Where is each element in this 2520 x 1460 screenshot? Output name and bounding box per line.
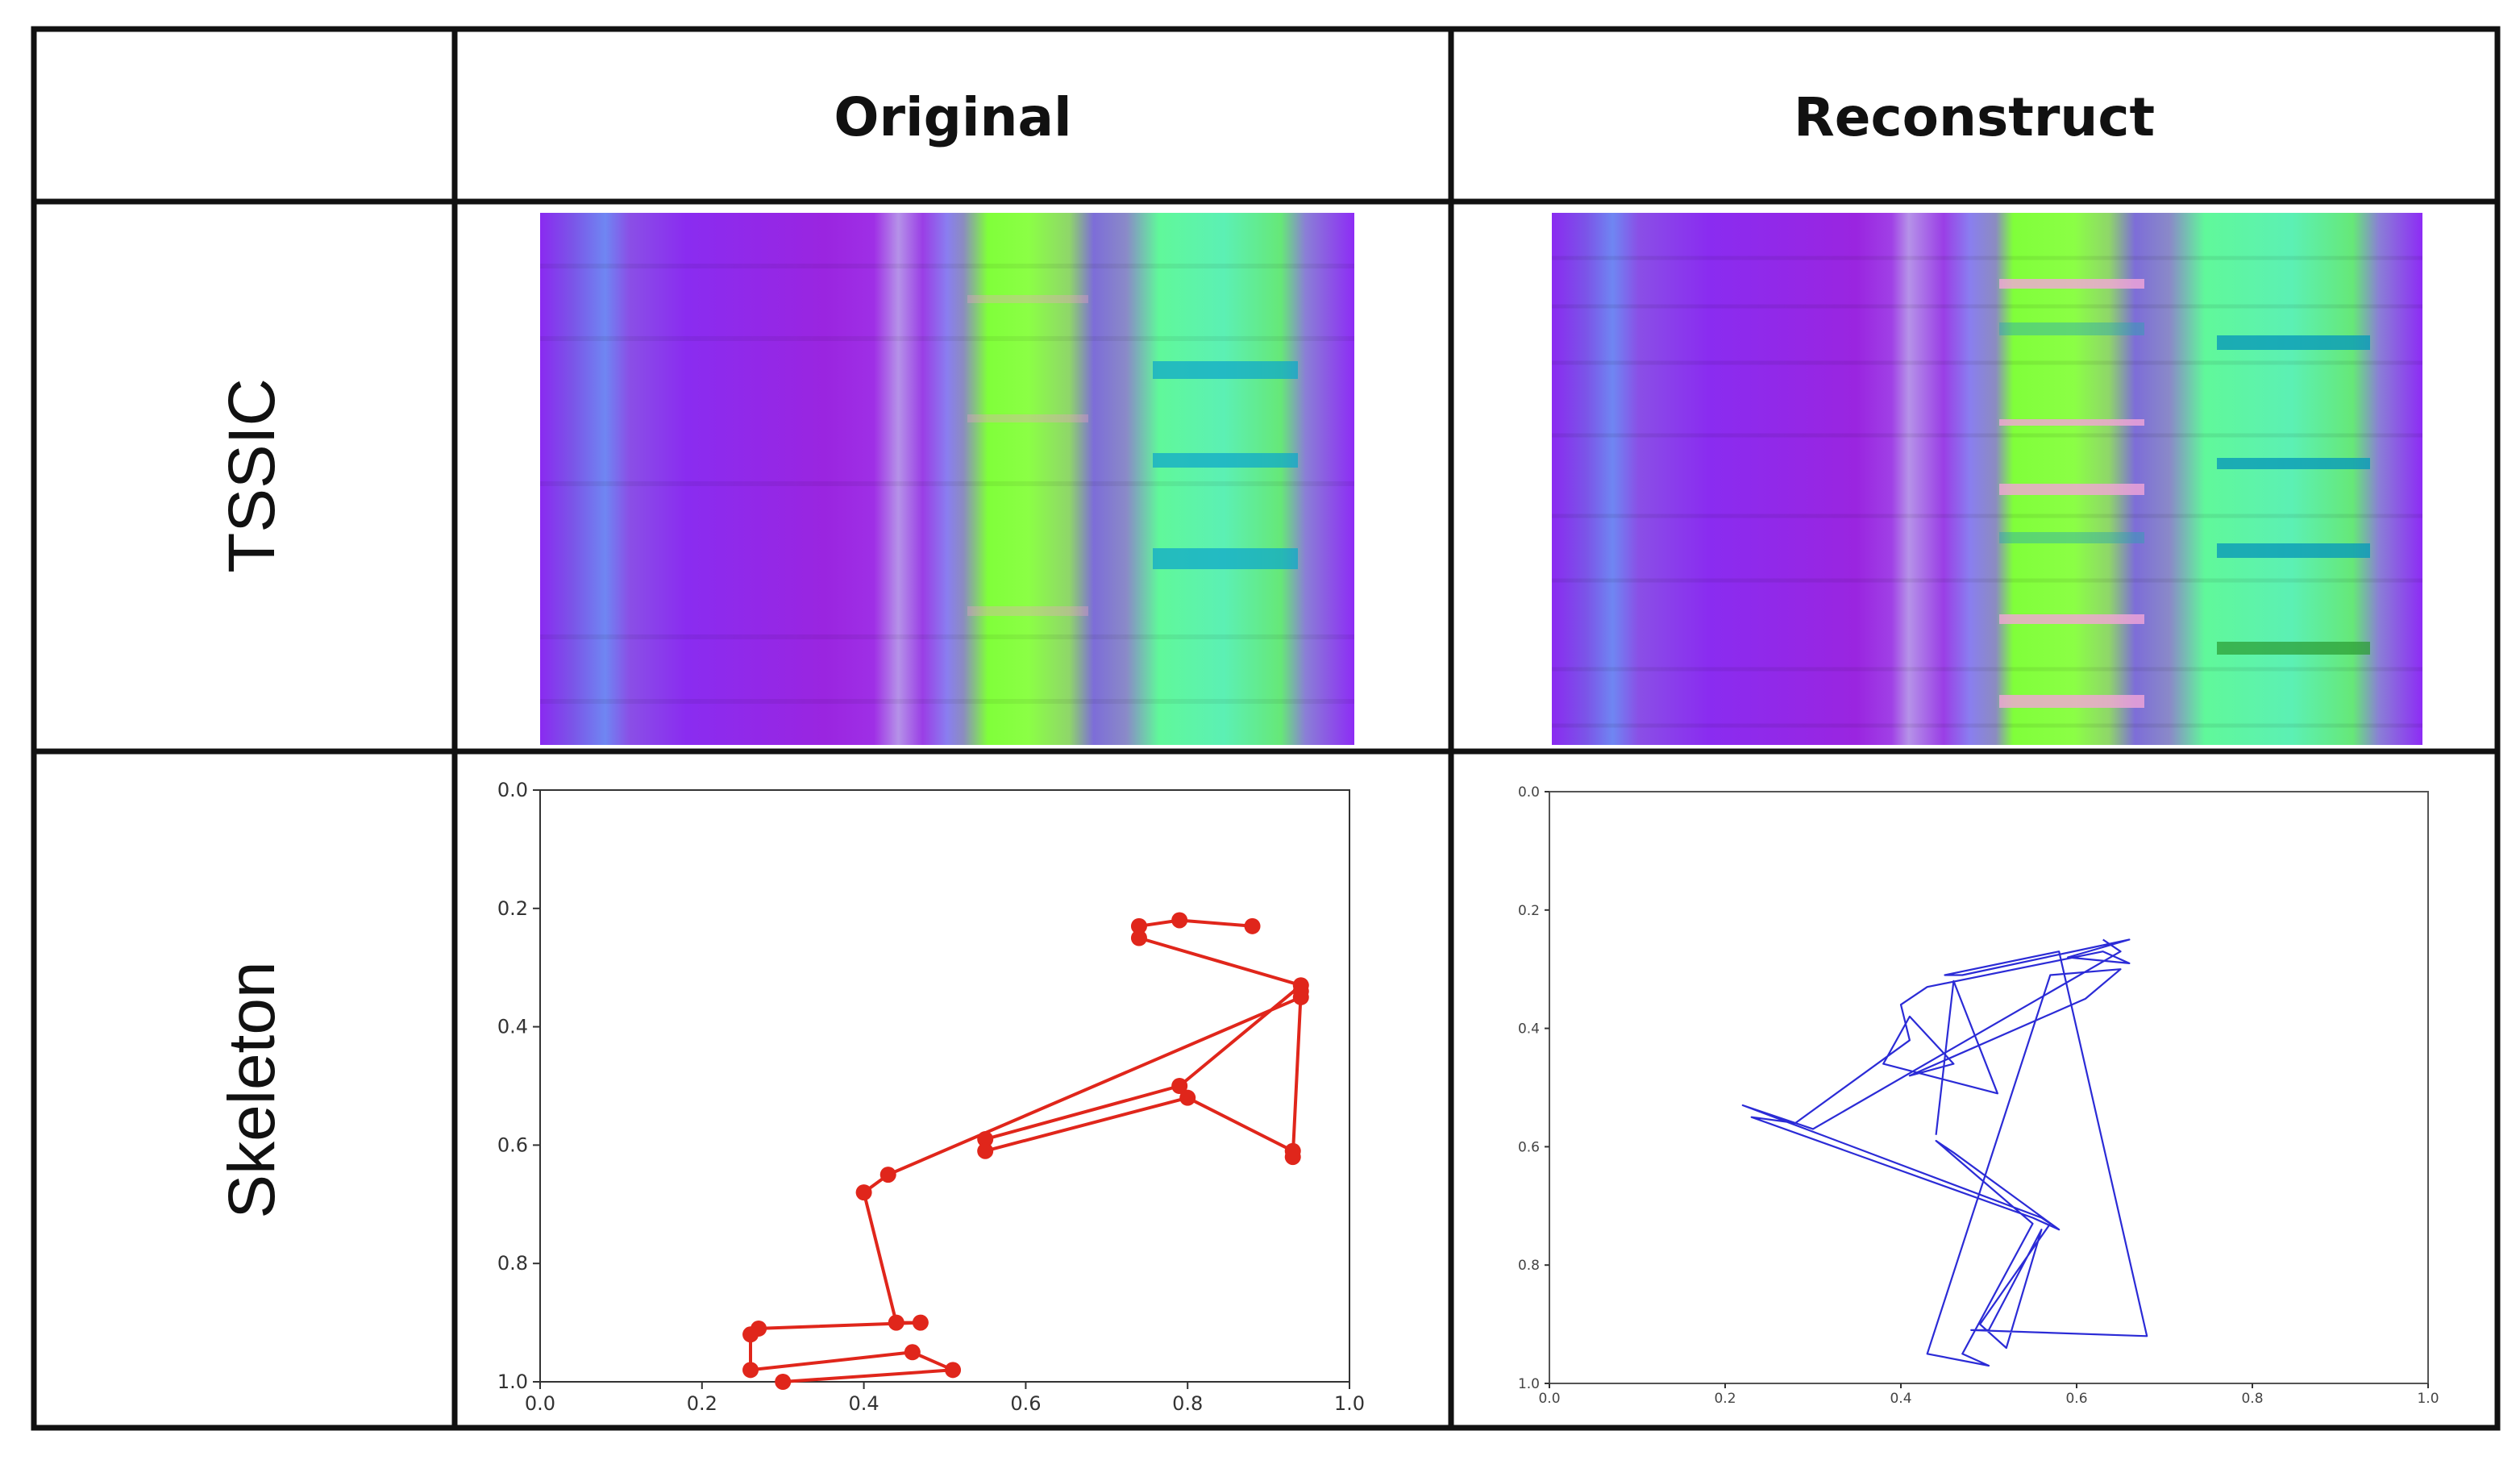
skeleton-series-line [1741,938,2148,1367]
skeleton-joint-point [1179,1089,1196,1106]
y-tick-label: 0.0 [1518,784,1540,801]
skeleton-plot-reconstruct: 0.0 0.2 0.4 0.6 0.8 1.00.00.20.40.60.81.0 [1518,784,2439,1407]
column-header-reconstruct: Reconstruct [1794,86,2155,148]
x-tick-label: 0.0 [525,1392,555,1415]
skeleton-joint-point [1130,917,1147,934]
y-tick-label: 0.8 [1518,1258,1540,1274]
x-tick-label: 0.2 [1714,1391,1736,1407]
skeleton-joint-point [1244,917,1261,934]
x-tick-label: 0.4 [1890,1391,1911,1407]
x-tick-label: 0.2 [687,1392,717,1415]
x-tick-label: 0.0 [1538,1391,1560,1407]
y-tick-label: 1.0 [1518,1376,1540,1392]
skeleton-joint-point [855,1184,872,1201]
skeleton-joint-point [904,1344,921,1361]
skeleton-joint-point [1130,930,1147,946]
skeleton-joint-point [977,1142,994,1159]
skeleton-joint-point [880,1167,896,1183]
tssic-reconstruct-image [1552,213,2422,745]
y-tick-label: 0.4 [497,1016,528,1038]
y-tick-label: 0.4 [1518,1021,1540,1038]
x-tick-label: 1.0 [2417,1391,2439,1407]
y-tick-label: 0.6 [497,1133,528,1156]
skeleton-plot-original: 0.0 0.2 0.4 0.6 0.8 1.00.00.20.40.60.81.0 [497,779,1365,1415]
y-tick-label: 0.6 [1518,1139,1540,1155]
skeleton-joint-point [945,1362,962,1379]
skeleton-joint-point [742,1362,759,1379]
y-tick-label: 0.0 [497,779,528,801]
row-label-skeleton: Skeleton [215,961,289,1218]
skeleton-joint-point [912,1314,929,1331]
skeleton-joint-point [888,1314,904,1331]
x-tick-label: 0.4 [849,1392,880,1415]
x-tick-label: 1.0 [1334,1392,1365,1415]
skeleton-joint-point [1171,1078,1188,1094]
skeleton-joint-point [1171,912,1188,929]
x-tick-label: 0.6 [1010,1392,1041,1415]
table-grid [31,26,2501,1431]
tssic-original-image [540,213,1354,745]
y-tick-label: 1.0 [497,1371,528,1393]
skeleton-joint-point [977,1131,994,1148]
column-header-original: Original [834,86,1071,148]
y-tick-label: 0.2 [1518,903,1540,919]
skeleton-joint-point [1292,988,1309,1005]
y-tick-label: 0.8 [497,1252,528,1275]
row-label-tssic: TSSIC [215,378,289,572]
skeleton-joint-point [742,1326,759,1343]
x-tick-label: 0.8 [2241,1391,2263,1407]
skeleton-joint-point [775,1374,792,1390]
y-tick-label: 0.2 [497,897,528,920]
x-tick-label: 0.8 [1172,1392,1203,1415]
skeleton-joint-point [1284,1149,1301,1166]
x-tick-label: 0.6 [2065,1391,2087,1407]
